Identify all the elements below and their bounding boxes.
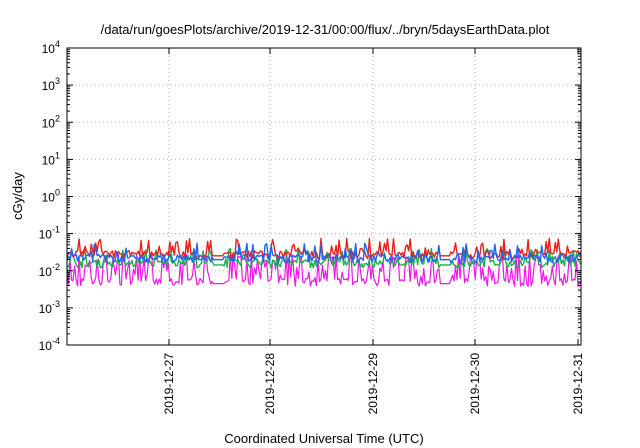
y-tick-label: 100 — [42, 188, 60, 205]
y-tick-label: 101 — [42, 150, 60, 167]
y-tick-label: 10-1 — [39, 225, 60, 242]
x-tick-label: 2019-12-27 — [162, 353, 176, 415]
y-tick-label: 103 — [42, 76, 60, 93]
series-line — [66, 247, 582, 269]
y-ticks: 104 103 102 101 100 10-1 10-2 10-3 10-4 — [39, 39, 581, 353]
y-tick-label: 102 — [42, 113, 60, 130]
grid — [67, 48, 581, 345]
x-tick-label: 2019-12-28 — [263, 353, 277, 415]
y-axis-label: cGy/day — [10, 172, 25, 220]
x-tick-label: 2019-12-30 — [468, 353, 482, 415]
x-ticks: 2019-12-27 2019-12-28 2019-12-29 2019-12-30… — [162, 48, 585, 414]
series-line — [66, 252, 582, 288]
y-tick-label: 10-2 — [39, 262, 60, 279]
series-group — [66, 237, 582, 288]
y-tick-label: 10-4 — [39, 336, 60, 353]
series-line — [66, 242, 582, 264]
x-tick-label: 2019-12-31 — [571, 353, 585, 415]
chart-title: /data/run/goesPlots/archive/2019-12-31/0… — [101, 22, 550, 37]
y-tick-label: 104 — [42, 39, 60, 56]
x-tick-label: 2019-12-29 — [366, 353, 380, 415]
x-axis-label: Coordinated Universal Time (UTC) — [224, 431, 423, 446]
y-tick-label: 10-3 — [39, 299, 60, 316]
